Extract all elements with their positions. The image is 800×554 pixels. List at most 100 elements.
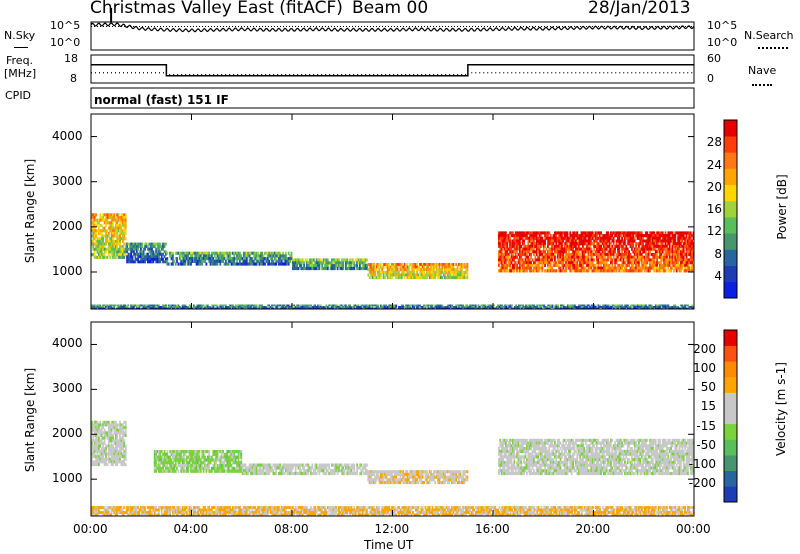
power-cell — [147, 260, 149, 264]
power-cell — [534, 250, 537, 254]
power-cell — [579, 263, 581, 267]
velocity-cell — [218, 450, 220, 454]
power-cell — [530, 247, 532, 251]
power-cell — [562, 258, 565, 262]
power-cell — [586, 261, 588, 265]
power-cell — [103, 307, 106, 310]
power-cell — [114, 239, 117, 243]
power-cell — [407, 307, 410, 310]
power-cell — [340, 264, 343, 268]
power-cell — [611, 236, 614, 240]
power-cell — [130, 304, 132, 307]
power-cell — [119, 237, 121, 241]
velocity-cell — [103, 441, 106, 445]
power-cell — [691, 234, 693, 238]
power-cell — [178, 251, 181, 255]
power-cell — [255, 306, 258, 308]
power-cell — [445, 306, 448, 308]
power-cell — [617, 307, 619, 310]
power-cell — [289, 254, 291, 258]
power-cell — [96, 250, 99, 254]
power-cell — [204, 251, 206, 255]
power-cell — [202, 254, 205, 258]
power-cell — [540, 304, 543, 307]
velocity-cell — [166, 450, 169, 454]
power-cell — [329, 264, 332, 268]
power-cell — [573, 244, 576, 248]
power-cell — [576, 307, 579, 310]
cpid-text: normal (fast) 151 IF — [94, 93, 229, 107]
power-cell — [213, 251, 216, 255]
power-cell — [469, 304, 472, 307]
velocity-cell — [100, 428, 103, 432]
velocity-cell — [192, 464, 195, 468]
velocity-cell — [170, 458, 173, 462]
power-cell — [201, 259, 204, 263]
power-cell — [555, 236, 558, 240]
velocity-cell — [109, 426, 112, 430]
power-cell — [682, 242, 685, 246]
power-cell — [172, 304, 174, 307]
power-cell — [538, 263, 541, 267]
power-cell — [549, 255, 552, 259]
power-cell — [413, 306, 416, 308]
power-cell — [222, 304, 224, 307]
power-cell — [391, 268, 393, 272]
power-cell — [474, 304, 477, 307]
power-cell — [328, 307, 331, 310]
power-cell — [99, 242, 102, 246]
velocity-cell — [114, 444, 117, 448]
power-cell — [629, 239, 632, 243]
power-cell — [124, 306, 127, 308]
velocity-cell — [155, 464, 157, 468]
power-cell — [399, 273, 402, 277]
power-cell — [654, 266, 657, 270]
power-cell — [577, 266, 580, 270]
power-cell — [678, 234, 681, 238]
velocity-cell — [178, 450, 181, 454]
power-cell — [349, 264, 351, 268]
power-cell — [646, 239, 649, 243]
power-cell — [153, 304, 156, 307]
power-cell — [677, 266, 679, 270]
power-cell — [555, 247, 558, 251]
velocity-cell — [107, 441, 110, 445]
power-cell — [234, 306, 237, 308]
velocity-cell — [112, 444, 114, 448]
power-cell — [400, 270, 403, 274]
velocity-cell — [194, 461, 197, 465]
power-cell — [368, 307, 371, 310]
power-cell — [519, 236, 521, 240]
power-cell — [364, 261, 367, 265]
velocity-cell — [184, 469, 187, 473]
power-cell — [636, 307, 639, 310]
power-cell — [640, 231, 643, 235]
power-cell — [271, 307, 273, 310]
power-cell — [608, 234, 611, 238]
power-cell — [187, 257, 190, 261]
power-cell — [666, 253, 668, 257]
velocity-cell — [105, 460, 107, 464]
velocity-cell — [165, 458, 167, 462]
power-cell — [382, 273, 385, 277]
power-cell — [431, 276, 434, 280]
velocity-cell — [199, 466, 202, 470]
power-cell — [502, 231, 504, 235]
power-cell — [556, 231, 559, 235]
power-cell — [93, 229, 96, 233]
power-cell — [629, 306, 632, 308]
power-cell — [158, 307, 160, 310]
power-cell — [562, 250, 565, 254]
power-cell — [573, 239, 576, 243]
power-cell — [105, 213, 107, 217]
power-cell — [568, 244, 570, 248]
power-cell — [685, 236, 688, 240]
power-cell — [681, 247, 684, 251]
power-cell — [413, 307, 416, 310]
power-cell — [137, 307, 139, 310]
power-cell — [576, 247, 579, 251]
power-cell — [335, 307, 338, 310]
power-cell — [575, 306, 578, 308]
power-cell — [537, 263, 539, 267]
power-cell — [460, 273, 463, 277]
